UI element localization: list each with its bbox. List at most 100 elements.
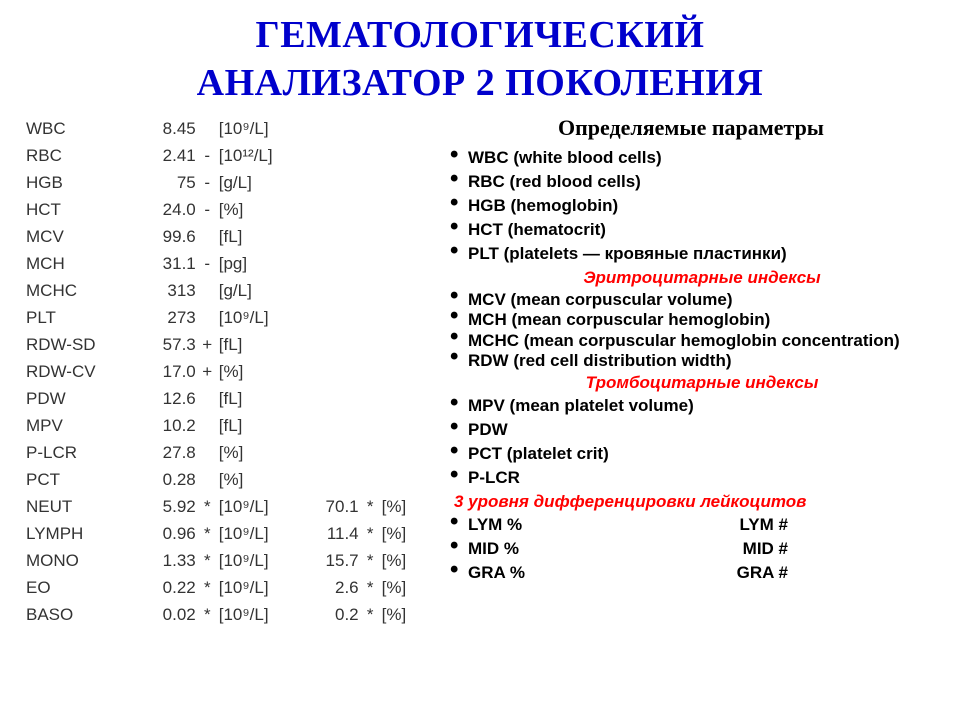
table-row: RDW-CV17.0+[%] <box>24 358 434 385</box>
cell-flag2: * <box>361 601 380 628</box>
list-item: MCH (mean corpuscular hemoglobin) <box>446 310 936 330</box>
table-row: MCH31.1-[pg] <box>24 250 434 277</box>
cell-unit: [%] <box>217 358 298 385</box>
cell-unit2: [%] <box>380 547 434 574</box>
cell-name: RDW-SD <box>24 331 133 358</box>
cell-value2: 11.4 <box>298 520 360 547</box>
cell-value: 27.8 <box>133 439 198 466</box>
params-group-platelet: MPV (mean platelet volume)PDWPCT (platel… <box>446 395 936 490</box>
list-item: HGB (hemoglobin) <box>446 195 936 218</box>
cell-unit: [fL] <box>217 223 298 250</box>
diff-percent: GRA % <box>468 562 525 585</box>
diff-row: LYM %LYM # <box>468 514 788 537</box>
cell-name: LYMPH <box>24 520 133 547</box>
cell-unit: [10¹²/L] <box>217 142 298 169</box>
cell-name: NEUT <box>24 493 133 520</box>
cell-unit2 <box>380 169 434 196</box>
cell-value2 <box>298 412 360 439</box>
list-item: PDW <box>446 419 936 442</box>
list-item: PCT (platelet crit) <box>446 443 936 466</box>
diff-percent: MID % <box>468 538 519 561</box>
cell-unit2: [%] <box>380 520 434 547</box>
cell-value: 0.22 <box>133 574 198 601</box>
cell-flag2 <box>361 412 380 439</box>
cell-flag2 <box>361 277 380 304</box>
cell-name: MPV <box>24 412 133 439</box>
table-row: RBC2.41-[10¹²/L] <box>24 142 434 169</box>
cell-name: MCV <box>24 223 133 250</box>
cell-name: RDW-CV <box>24 358 133 385</box>
params-group-leukocyte: LYM %LYM #MID %MID #GRA %GRA # <box>446 514 936 585</box>
table-row: MONO1.33*[10⁹/L]15.7*[%] <box>24 547 434 574</box>
cell-name: P-LCR <box>24 439 133 466</box>
cell-value2: 2.6 <box>298 574 360 601</box>
cell-flag2 <box>361 223 380 250</box>
table-row: MPV10.2[fL] <box>24 412 434 439</box>
cell-unit2 <box>380 250 434 277</box>
cell-value: 12.6 <box>133 385 198 412</box>
cell-name: BASO <box>24 601 133 628</box>
cell-value2 <box>298 331 360 358</box>
section-leukocyte: 3 уровня дифференцировки лейкоцитов <box>454 492 936 512</box>
table-row: EO0.22*[10⁹/L]2.6*[%] <box>24 574 434 601</box>
cell-flag2 <box>361 115 380 142</box>
list-item: RBC (red blood cells) <box>446 171 936 194</box>
cell-flag <box>198 223 217 250</box>
cell-value2 <box>298 196 360 223</box>
cell-flag: + <box>198 331 217 358</box>
cell-unit2 <box>380 466 434 493</box>
cell-flag2 <box>361 439 380 466</box>
cell-unit: [%] <box>217 439 298 466</box>
cell-value2 <box>298 439 360 466</box>
cell-unit: [g/L] <box>217 169 298 196</box>
cell-unit: [%] <box>217 196 298 223</box>
cell-unit: [10⁹/L] <box>217 493 298 520</box>
cell-flag: + <box>198 358 217 385</box>
cell-flag2 <box>361 358 380 385</box>
list-item: HCT (hematocrit) <box>446 219 936 242</box>
cell-unit2: [%] <box>380 493 434 520</box>
cell-name: MONO <box>24 547 133 574</box>
cell-flag: * <box>198 574 217 601</box>
cell-flag2 <box>361 196 380 223</box>
list-item: MID %MID # <box>446 538 936 561</box>
cell-value2: 0.2 <box>298 601 360 628</box>
cell-flag: * <box>198 601 217 628</box>
table-row: PCT0.28[%] <box>24 466 434 493</box>
list-item: WBC (white blood cells) <box>446 147 936 170</box>
cell-unit2 <box>380 115 434 142</box>
cell-flag: - <box>198 250 217 277</box>
cell-unit2 <box>380 277 434 304</box>
cell-value2 <box>298 358 360 385</box>
cell-unit2: [%] <box>380 574 434 601</box>
cell-value: 99.6 <box>133 223 198 250</box>
diff-abs: LYM # <box>739 514 788 537</box>
cell-value2 <box>298 169 360 196</box>
cell-flag <box>198 439 217 466</box>
slide: ГЕМАТОЛОГИЧЕСКИЙ АНАЛИЗАТОР 2 ПОКОЛЕНИЯ … <box>0 0 960 720</box>
cell-value: 75 <box>133 169 198 196</box>
cell-value2 <box>298 223 360 250</box>
cell-flag2 <box>361 169 380 196</box>
cell-flag2 <box>361 304 380 331</box>
params-group-erythrocyte: MCV (mean corpuscular volume)MCH (mean c… <box>446 290 936 371</box>
cell-value: 8.45 <box>133 115 198 142</box>
table-row: LYMPH0.96*[10⁹/L]11.4*[%] <box>24 520 434 547</box>
cell-unit2 <box>380 196 434 223</box>
analyzer-readout: WBC8.45[10⁹/L]RBC2.41-[10¹²/L]HGB75-[g/L… <box>24 115 434 628</box>
cell-flag: * <box>198 493 217 520</box>
cell-flag <box>198 412 217 439</box>
section-platelet: Тромбоцитарные индексы <box>468 373 936 393</box>
cell-value2 <box>298 385 360 412</box>
cell-flag: - <box>198 142 217 169</box>
list-item: PLT (platelets — кровяные пластинки) <box>446 243 936 266</box>
cell-value: 31.1 <box>133 250 198 277</box>
title-line-1: ГЕМАТОЛОГИЧЕСКИЙ <box>256 14 705 56</box>
cell-unit: [g/L] <box>217 277 298 304</box>
cell-name: MCH <box>24 250 133 277</box>
cell-flag2: * <box>361 493 380 520</box>
cell-unit2 <box>380 439 434 466</box>
list-item: MCV (mean corpuscular volume) <box>446 290 936 310</box>
cell-flag2 <box>361 250 380 277</box>
cell-value: 17.0 <box>133 358 198 385</box>
